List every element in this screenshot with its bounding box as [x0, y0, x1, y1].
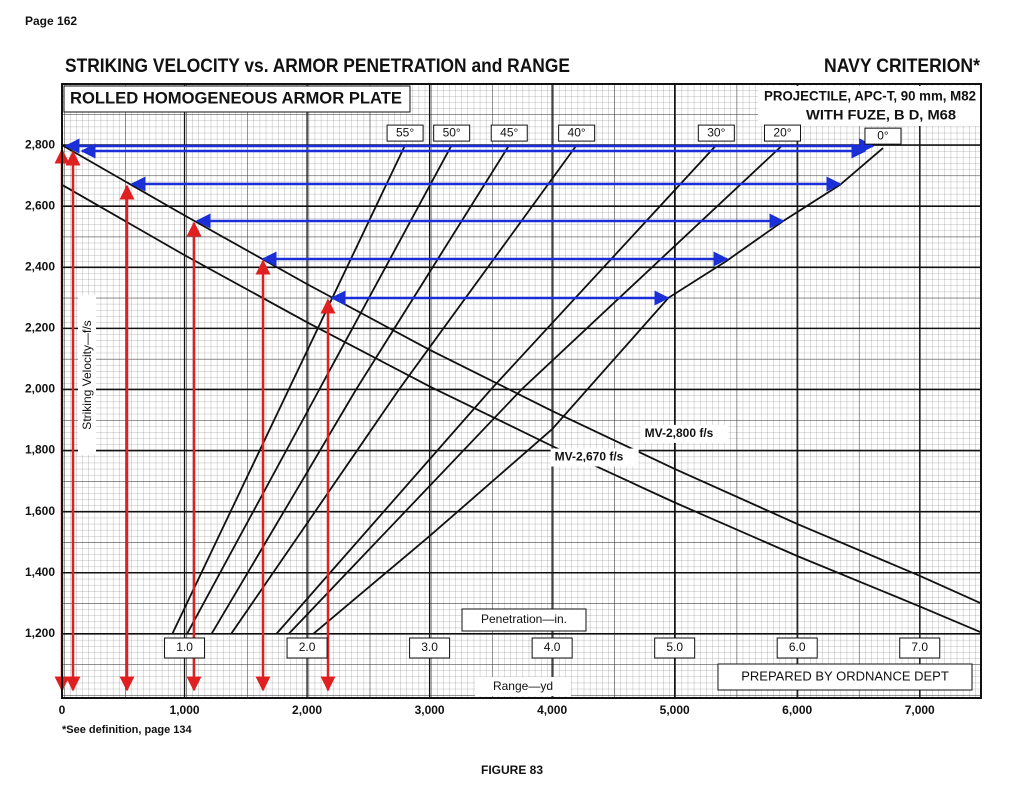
y-tick-label: 2,600 [25, 198, 55, 212]
series-label-box [490, 124, 528, 142]
series-label: 40° [568, 125, 586, 139]
x2-tick-label: 4.0 [544, 640, 561, 654]
series-label: 20° [773, 125, 791, 139]
y-tick-label: 2,800 [25, 137, 55, 151]
series-label-box [550, 448, 639, 467]
curve [61, 144, 982, 605]
series-label-box [433, 124, 471, 142]
series-label: MV-2,670 f/s [555, 450, 624, 464]
plot-frame [61, 83, 982, 699]
series-label-box [864, 127, 902, 145]
x-tick-label: 3,000 [415, 703, 445, 717]
x-tick-label: 6,000 [782, 703, 812, 717]
projectile-box [758, 86, 980, 126]
figure-caption: FIGURE 83 [481, 763, 543, 777]
x-tick-label: 4,000 [537, 703, 567, 717]
page-number: Page 162 [25, 14, 77, 28]
series-label-box [386, 124, 424, 142]
series-label: 50° [443, 125, 461, 139]
y-tick-label: 2,000 [25, 382, 55, 396]
x2-tick-box [164, 637, 206, 659]
x-tick-label: 7,000 [905, 703, 935, 717]
x2-axis-label: Penetration—in. [481, 612, 567, 626]
series-label-box [763, 124, 801, 142]
y-tick-label: 1,800 [25, 443, 55, 457]
curve [61, 184, 982, 634]
series-label-box [697, 124, 735, 142]
x2-tick-box [286, 637, 328, 659]
series-label: 30° [707, 125, 725, 139]
x2-tick-label: 3.0 [421, 640, 438, 654]
x2label-box [461, 608, 587, 632]
series-label: MV-2,800 f/s [645, 426, 714, 440]
x-tick-label: 2,000 [292, 703, 322, 717]
x2-tick-label: 1.0 [176, 640, 193, 654]
footnote: *See definition, page 134 [62, 724, 192, 736]
x2-tick-box [531, 637, 573, 659]
y-tick-label: 1,600 [25, 504, 55, 518]
x2-tick-box [776, 637, 818, 659]
x-axis-label: Range—yd [493, 679, 553, 693]
credit: PREPARED BY ORDNANCE DEPT [741, 668, 949, 683]
subtitle-box [63, 85, 411, 113]
ylabel-box [78, 295, 96, 455]
chart-title: STRIKING VELOCITY vs. ARMOR PENETRATION … [65, 56, 570, 77]
criterion: NAVY CRITERION* [824, 56, 981, 77]
x-tick-label: 1,000 [170, 703, 200, 717]
mid-grid [62, 84, 981, 698]
x2-tick-label: 7.0 [911, 640, 928, 654]
x2-tick-label: 2.0 [299, 640, 316, 654]
x2-tick-label: 5.0 [666, 640, 683, 654]
x2-tick-box [654, 637, 696, 659]
subtitle: ROLLED HOMOGENEOUS ARMOR PLATE [70, 88, 402, 107]
y-tick-label: 2,200 [25, 321, 55, 335]
series-label: 55° [396, 125, 414, 139]
x2-tick-label: 6.0 [789, 640, 806, 654]
series-label-box [640, 424, 729, 443]
projectile: PROJECTILE, APC-T, 90 mm, M82 [764, 88, 976, 104]
major-grid [61, 84, 981, 698]
x2-tick-box [409, 637, 451, 659]
projectile: WITH FUZE, B D, M68 [806, 107, 956, 123]
credit-box [717, 663, 973, 691]
x-tick-label: 5,000 [660, 703, 690, 717]
y-tick-label: 1,400 [25, 565, 55, 579]
x-tick-label: 0 [59, 703, 66, 717]
xlabel-box [475, 677, 571, 696]
y-axis-label: Striking Velocity—f/s [80, 320, 94, 429]
series-label: 0° [877, 128, 889, 142]
series-label: 45° [500, 125, 518, 139]
x2-tick-box [899, 637, 941, 659]
series-label-box [558, 124, 596, 142]
y-tick-label: 1,200 [25, 626, 55, 640]
y-tick-label: 2,400 [25, 259, 55, 273]
